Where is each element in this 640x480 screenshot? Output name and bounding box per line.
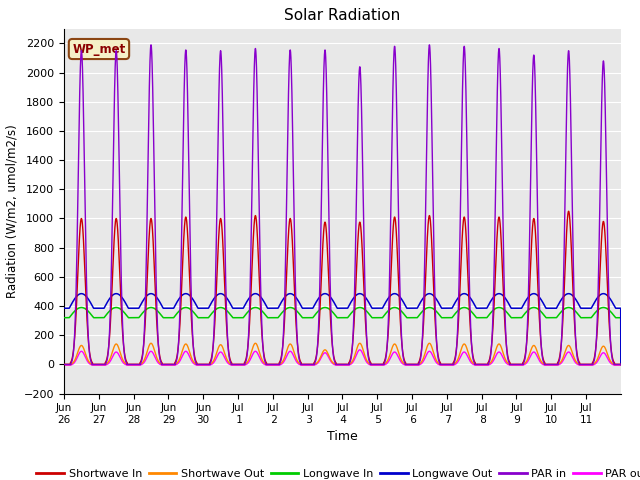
Y-axis label: Radiation (W/m2, umol/m2/s): Radiation (W/m2, umol/m2/s) bbox=[5, 124, 18, 298]
Text: WP_met: WP_met bbox=[72, 43, 125, 56]
Title: Solar Radiation: Solar Radiation bbox=[284, 9, 401, 24]
X-axis label: Time: Time bbox=[327, 431, 358, 444]
Legend: Shortwave In, Shortwave Out, Longwave In, Longwave Out, PAR in, PAR out: Shortwave In, Shortwave Out, Longwave In… bbox=[32, 465, 640, 480]
